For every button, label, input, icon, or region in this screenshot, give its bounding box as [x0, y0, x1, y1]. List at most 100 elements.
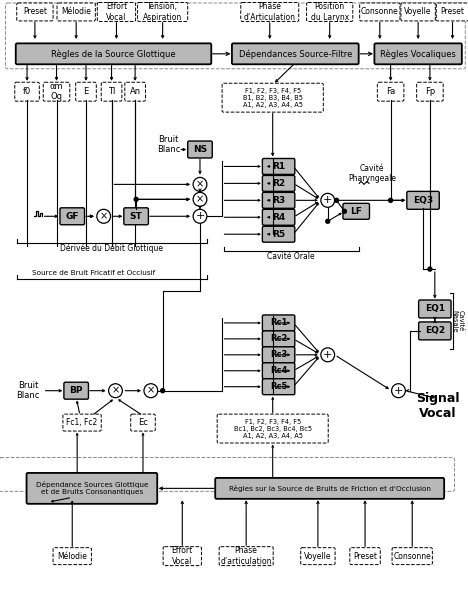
- Text: Cavité
Pharyngeale: Cavité Pharyngeale: [348, 164, 396, 183]
- FancyBboxPatch shape: [377, 83, 404, 101]
- FancyBboxPatch shape: [418, 300, 451, 318]
- Text: R4: R4: [272, 213, 285, 222]
- Text: Rc5: Rc5: [270, 382, 287, 391]
- FancyBboxPatch shape: [16, 44, 211, 65]
- FancyBboxPatch shape: [418, 322, 451, 340]
- Text: NS: NS: [193, 145, 207, 154]
- Text: EQ2: EQ2: [425, 327, 445, 335]
- FancyBboxPatch shape: [163, 547, 201, 566]
- Text: Dépendances Source-Filtre: Dépendances Source-Filtre: [239, 49, 352, 59]
- Text: αm
Oq: αm Oq: [50, 82, 63, 102]
- FancyBboxPatch shape: [17, 3, 53, 21]
- FancyBboxPatch shape: [63, 414, 101, 431]
- Text: Effort
Vocal: Effort Vocal: [106, 2, 127, 22]
- Text: Règles sur la Source de Bruits de Friction et d'Occlusion: Règles sur la Source de Bruits de Fricti…: [229, 485, 431, 492]
- FancyBboxPatch shape: [101, 83, 122, 101]
- FancyBboxPatch shape: [60, 208, 85, 225]
- Circle shape: [335, 199, 338, 202]
- FancyBboxPatch shape: [359, 3, 400, 21]
- Text: Source de Bruit Fricatif et Occlusif: Source de Bruit Fricatif et Occlusif: [32, 270, 155, 276]
- FancyBboxPatch shape: [215, 478, 444, 499]
- FancyBboxPatch shape: [15, 83, 39, 101]
- Text: Rc2: Rc2: [270, 334, 287, 343]
- Circle shape: [193, 209, 207, 223]
- FancyBboxPatch shape: [125, 83, 146, 101]
- Text: Tl: Tl: [108, 87, 115, 96]
- FancyBboxPatch shape: [64, 382, 88, 399]
- Text: f0: f0: [23, 87, 31, 96]
- Text: R2: R2: [272, 179, 285, 188]
- Text: +: +: [323, 196, 332, 205]
- Text: Dérivée du Débit Glottique: Dérivée du Débit Glottique: [60, 243, 163, 253]
- FancyBboxPatch shape: [263, 226, 295, 242]
- Circle shape: [193, 193, 207, 206]
- Circle shape: [109, 384, 122, 398]
- FancyBboxPatch shape: [343, 203, 369, 219]
- Text: LF: LF: [350, 207, 362, 216]
- Circle shape: [428, 267, 432, 271]
- FancyBboxPatch shape: [263, 331, 295, 347]
- Text: Voyelle: Voyelle: [304, 551, 332, 561]
- Text: An: An: [130, 87, 141, 96]
- Text: Cavité Orale: Cavité Orale: [267, 252, 314, 261]
- Text: Voyelle: Voyelle: [404, 7, 432, 17]
- Text: GF: GF: [66, 212, 79, 221]
- Text: Dépendance Sources Glottique
et de Bruits Consonantiques: Dépendance Sources Glottique et de Bruit…: [36, 481, 148, 495]
- FancyBboxPatch shape: [219, 547, 273, 566]
- Text: Cavité
Nasale: Cavité Nasale: [451, 310, 464, 332]
- Text: EQ1: EQ1: [425, 304, 445, 313]
- FancyBboxPatch shape: [263, 175, 295, 191]
- Circle shape: [321, 193, 335, 208]
- Circle shape: [388, 199, 393, 202]
- Text: Fa: Fa: [386, 87, 395, 96]
- Text: F1, F2, F3, F4, F5
Bc1, Bc2, Bc3, Bc4, Bc5
A1, A2, A3, A4, A5: F1, F2, F3, F4, F5 Bc1, Bc2, Bc3, Bc4, B…: [234, 419, 312, 438]
- FancyBboxPatch shape: [188, 141, 212, 158]
- Circle shape: [144, 384, 158, 398]
- Text: Preset: Preset: [23, 7, 47, 17]
- FancyBboxPatch shape: [374, 44, 462, 65]
- Circle shape: [343, 209, 346, 213]
- FancyBboxPatch shape: [263, 363, 295, 379]
- Text: R1: R1: [272, 162, 285, 171]
- Text: Bruit
Blanc: Bruit Blanc: [16, 381, 40, 401]
- Text: R3: R3: [272, 196, 285, 205]
- Text: Mélodie: Mélodie: [57, 551, 87, 561]
- Text: Phase
d’Articulation: Phase d’Articulation: [244, 2, 296, 22]
- Text: ×: ×: [100, 211, 108, 221]
- FancyBboxPatch shape: [407, 191, 439, 209]
- Text: ×: ×: [111, 386, 119, 396]
- Circle shape: [326, 219, 329, 223]
- Text: Preset: Preset: [353, 551, 377, 561]
- FancyBboxPatch shape: [263, 379, 295, 395]
- Text: +: +: [323, 350, 332, 360]
- Text: BP: BP: [69, 386, 83, 395]
- Text: Position
du Larynx: Position du Larynx: [311, 2, 349, 22]
- Text: Rc3: Rc3: [270, 350, 287, 359]
- Text: Ec: Ec: [138, 418, 148, 427]
- Text: Consonne: Consonne: [361, 7, 399, 17]
- Text: Preset: Preset: [440, 7, 465, 17]
- Text: E: E: [83, 87, 88, 96]
- FancyBboxPatch shape: [263, 347, 295, 363]
- FancyBboxPatch shape: [263, 158, 295, 175]
- FancyBboxPatch shape: [57, 3, 95, 21]
- FancyBboxPatch shape: [307, 2, 353, 22]
- FancyBboxPatch shape: [436, 3, 468, 21]
- FancyBboxPatch shape: [97, 2, 136, 22]
- Text: Règles de la Source Glottique: Règles de la Source Glottique: [51, 49, 176, 59]
- Text: ×: ×: [147, 386, 155, 396]
- Circle shape: [193, 178, 207, 191]
- FancyBboxPatch shape: [217, 414, 328, 443]
- FancyBboxPatch shape: [241, 2, 299, 22]
- FancyBboxPatch shape: [76, 83, 96, 101]
- FancyBboxPatch shape: [263, 209, 295, 225]
- FancyBboxPatch shape: [27, 473, 157, 504]
- Circle shape: [134, 197, 138, 202]
- FancyBboxPatch shape: [124, 208, 148, 225]
- FancyBboxPatch shape: [263, 193, 295, 208]
- FancyBboxPatch shape: [131, 414, 155, 431]
- Circle shape: [392, 384, 405, 398]
- Text: EQ3: EQ3: [413, 196, 433, 205]
- Text: ×: ×: [196, 179, 204, 190]
- FancyBboxPatch shape: [53, 548, 91, 565]
